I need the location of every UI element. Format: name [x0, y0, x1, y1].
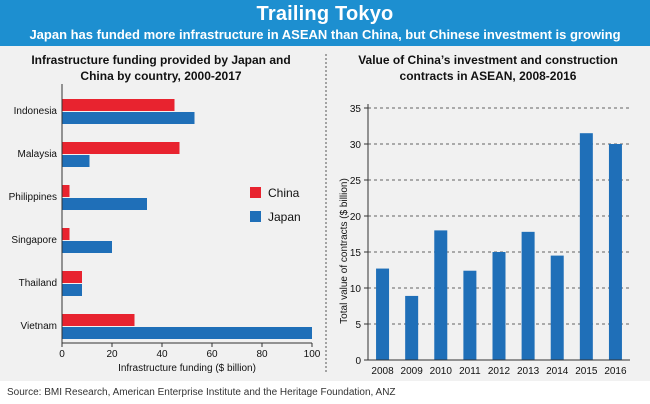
left-x-tick-label-0: 0 — [59, 349, 65, 360]
charts-panel: Infrastructure funding provided by Japan… — [0, 46, 650, 381]
right-chart: Value of China’s investment and construc… — [339, 53, 630, 377]
bar-2014 — [550, 255, 564, 360]
bar-china-philippines — [62, 185, 70, 197]
right-y-tick-label-20: 20 — [350, 212, 362, 223]
bar-2012 — [492, 252, 506, 360]
category-label-vietnam: Vietnam — [20, 321, 57, 332]
category-label-indonesia: Indonesia — [14, 106, 58, 117]
bar-china-thailand — [62, 271, 82, 283]
legend: China Japan — [250, 186, 301, 224]
left-chart: Infrastructure funding provided by Japan… — [9, 53, 321, 374]
right-y-tick-label-5: 5 — [355, 320, 361, 331]
legend-label-japan: Japan — [268, 210, 301, 224]
left-x-axis: 0 20 40 60 80 100 — [59, 84, 321, 360]
right-x-tick-label-2011: 2011 — [459, 366, 481, 377]
left-bars: Indonesia Malaysia Philippines Singapore Tha… — [9, 99, 312, 339]
bar-2016 — [608, 144, 622, 360]
right-y-axis-label: Total value of contracts ($ billion) — [339, 178, 350, 324]
legend-swatch-japan — [250, 211, 261, 222]
header-banner: Trailing Tokyo Japan has funded more inf… — [0, 0, 650, 46]
legend-swatch-china — [250, 187, 261, 198]
right-chart-title-line-2: contracts in ASEAN, 2008-2016 — [400, 69, 577, 83]
right-x-tick-label-2010: 2010 — [430, 366, 453, 377]
left-x-tick-label-40: 40 — [156, 349, 168, 360]
bar-2008 — [376, 268, 390, 360]
bar-china-vietnam — [62, 314, 135, 326]
right-chart-title-line-1: Value of China’s investment and construc… — [358, 53, 618, 67]
left-x-tick-label-100: 100 — [304, 349, 321, 360]
right-y-tick-label-25: 25 — [350, 176, 362, 187]
right-x-tick-label-2014: 2014 — [546, 366, 569, 377]
bar-2013 — [521, 231, 535, 360]
legend-label-china: China — [268, 186, 300, 200]
page-title: Trailing Tokyo — [256, 3, 394, 25]
bar-japan-philippines — [62, 198, 147, 210]
right-x-tick-label-2009: 2009 — [401, 366, 424, 377]
left-x-axis-label: Infrastructure funding ($ billion) — [118, 363, 256, 374]
right-x-tick-label-2012: 2012 — [488, 366, 511, 377]
bar-2015 — [579, 133, 593, 360]
right-axes: 0 5 10 15 20 25 30 35 2008 2009 2010 2011 2012 2013 20… — [350, 104, 630, 377]
bar-china-singapore — [62, 228, 70, 240]
right-x-tick-label-2015: 2015 — [575, 366, 598, 377]
bar-china-indonesia — [62, 99, 175, 111]
footer: Source: BMI Research, American Enterpris… — [0, 381, 650, 404]
right-x-tick-label-2013: 2013 — [517, 366, 540, 377]
category-label-philippines: Philippines — [9, 192, 57, 203]
bar-japan-indonesia — [62, 112, 195, 124]
category-label-thailand: Thailand — [19, 278, 57, 289]
right-x-tick-label-2016: 2016 — [604, 366, 627, 377]
right-y-tick-label-30: 30 — [350, 140, 362, 151]
right-y-tick-label-0: 0 — [355, 356, 361, 367]
bar-japan-singapore — [62, 241, 112, 253]
page-subtitle: Japan has funded more infrastructure in … — [29, 27, 621, 42]
left-x-tick-label-80: 80 — [256, 349, 268, 360]
right-x-tick-label-2008: 2008 — [371, 366, 394, 377]
source-note: Source: BMI Research, American Enterpris… — [7, 387, 396, 398]
left-chart-title-line-2: China by country, 2000-2017 — [80, 69, 242, 83]
bar-china-malaysia — [62, 142, 180, 154]
bar-japan-vietnam — [62, 327, 312, 339]
left-chart-title-line-1: Infrastructure funding provided by Japan… — [31, 53, 290, 67]
bar-2011 — [463, 270, 477, 360]
right-y-tick-label-10: 10 — [350, 284, 362, 295]
charts-svg: Infrastructure funding provided by Japan… — [9, 53, 630, 377]
right-bars — [376, 133, 622, 360]
right-y-tick-label-15: 15 — [350, 248, 362, 259]
bar-2010 — [434, 230, 448, 360]
right-y-tick-label-35: 35 — [350, 104, 362, 115]
bar-japan-thailand — [62, 284, 82, 296]
left-x-tick-label-20: 20 — [106, 349, 118, 360]
category-label-singapore: Singapore — [11, 235, 57, 246]
bar-japan-malaysia — [62, 155, 90, 167]
left-x-tick-label-60: 60 — [206, 349, 218, 360]
category-label-malaysia: Malaysia — [18, 149, 58, 160]
bar-2009 — [405, 295, 419, 360]
